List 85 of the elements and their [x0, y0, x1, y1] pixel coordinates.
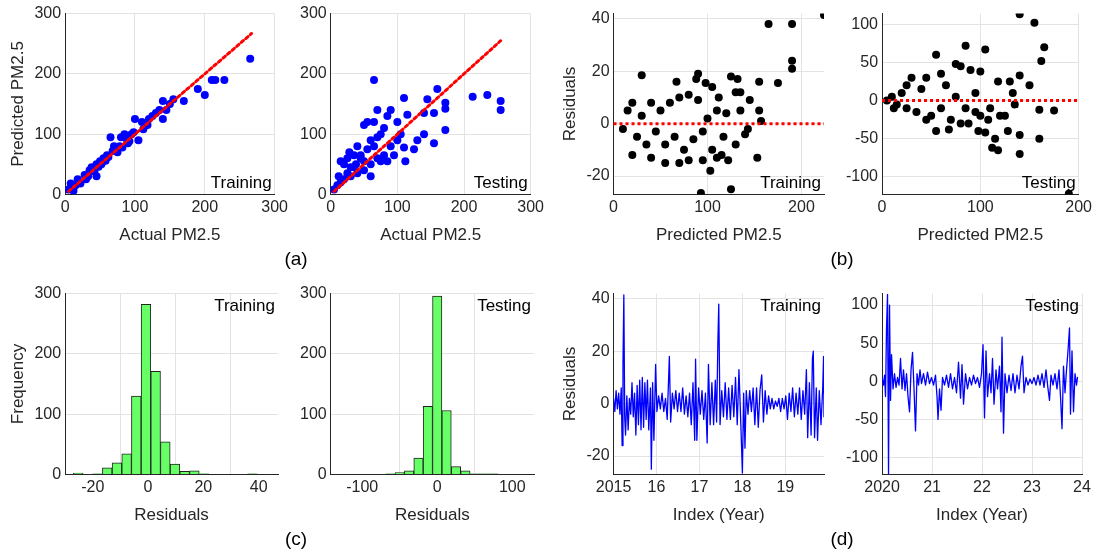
y-tick-label: 300 [299, 284, 327, 302]
x-tick-label: 200 [191, 198, 219, 216]
text: (a) [284, 248, 308, 270]
x-tick-label: -20 [81, 478, 105, 496]
y-tick-label: 0 [52, 184, 62, 202]
y-tick-label: -20 [586, 446, 610, 464]
y-tick-label: 0 [52, 464, 62, 482]
y-tick-label: 300 [34, 4, 62, 22]
y-tick-label: 20 [591, 61, 610, 79]
y-tick-label: 0 [317, 184, 327, 202]
x-tick-label: 21 [923, 478, 942, 496]
text: (d) [830, 528, 854, 550]
x-axis-title: Predicted PM2.5 [917, 225, 1044, 245]
text: (b) [830, 248, 854, 270]
annotation: Testing [1025, 295, 1079, 315]
x-axis-title: Index (Year) [936, 505, 1028, 525]
x-tick-label: 22 [973, 478, 992, 496]
x-axis-title: Residuals [395, 505, 470, 525]
y-axis-title: Frequency [7, 343, 27, 425]
annotation: Testing [477, 295, 531, 315]
y-tick-label: 50 [860, 333, 879, 351]
x-tick-label: 24 [1073, 478, 1091, 496]
x-tick-label: 40 [249, 478, 268, 496]
x-tick-label: 200 [1065, 198, 1093, 216]
x-tick-label: 100 [121, 198, 149, 216]
x-axis-title: Actual PM2.5 [119, 225, 221, 245]
y-tick-label: -50 [854, 129, 879, 147]
x-tick-label: 100 [498, 478, 526, 496]
x-axis-title: Actual PM2.5 [380, 225, 482, 245]
y-tick-label: 100 [34, 124, 62, 142]
annotation: Testing [473, 172, 528, 192]
y-tick-label: 200 [34, 344, 62, 362]
annotation: Training [214, 295, 275, 315]
annotation: Testing [1021, 172, 1076, 192]
x-tick-label: 2015 [595, 478, 632, 496]
y-tick-label: 40 [591, 289, 610, 307]
y-tick-label: -100 [845, 448, 879, 466]
y-tick-label: 300 [34, 284, 62, 302]
y-tick-label: 20 [591, 341, 610, 359]
x-tick-label: 200 [450, 198, 478, 216]
y-tick-label: 200 [299, 64, 327, 82]
y-tick-label: 0 [869, 371, 879, 389]
annotation: Training [210, 172, 272, 192]
y-tick-label: 0 [869, 90, 879, 108]
annotation: Training [760, 172, 821, 192]
x-tick-label: 300 [261, 198, 289, 216]
x-tick-label: 100 [384, 198, 411, 216]
y-tick-label: 50 [860, 52, 879, 70]
x-axis-title: Residuals [134, 505, 209, 525]
y-tick-label: 0 [600, 114, 610, 132]
y-axis-title: Residuals [559, 346, 579, 422]
y-tick-label: 0 [317, 464, 327, 482]
x-tick-label: 0 [143, 478, 153, 496]
y-tick-label: 100 [851, 295, 879, 313]
x-tick-label: 17 [690, 478, 709, 496]
x-tick-label: 200 [788, 198, 815, 216]
y-tick-label: 300 [299, 4, 327, 22]
y-axis-title: Predicted PM2.5 [7, 41, 27, 167]
y-tick-label: 100 [851, 14, 879, 32]
y-tick-label: -50 [854, 409, 879, 427]
x-axis-title: Predicted PM2.5 [655, 225, 782, 245]
x-tick-label: 18 [733, 478, 752, 496]
text: (c) [284, 528, 308, 550]
y-tick-label: -20 [586, 166, 610, 184]
x-axis-title: Index (Year) [672, 505, 765, 525]
y-tick-label: 200 [299, 344, 327, 362]
x-tick-label: 300 [517, 198, 545, 216]
x-tick-label: 100 [694, 198, 721, 216]
x-tick-label: 19 [776, 478, 795, 496]
x-tick-label: 0 [432, 478, 442, 496]
annotation: Training [760, 295, 821, 315]
x-tick-label: 20 [194, 478, 213, 496]
y-tick-label: 100 [299, 124, 327, 142]
x-tick-label: 100 [966, 198, 994, 216]
y-tick-label: 100 [299, 404, 327, 422]
y-tick-label: 0 [600, 394, 610, 412]
x-tick-label: -100 [346, 478, 379, 496]
y-tick-label: 200 [34, 64, 62, 82]
y-tick-label: 40 [591, 9, 610, 27]
y-tick-label: -100 [845, 167, 879, 185]
x-tick-label: 23 [1023, 478, 1042, 496]
y-axis-title: Residuals [559, 66, 579, 142]
y-tick-label: 100 [34, 404, 62, 422]
x-tick-label: 16 [647, 478, 666, 496]
x-tick-label: 2020 [864, 478, 900, 496]
